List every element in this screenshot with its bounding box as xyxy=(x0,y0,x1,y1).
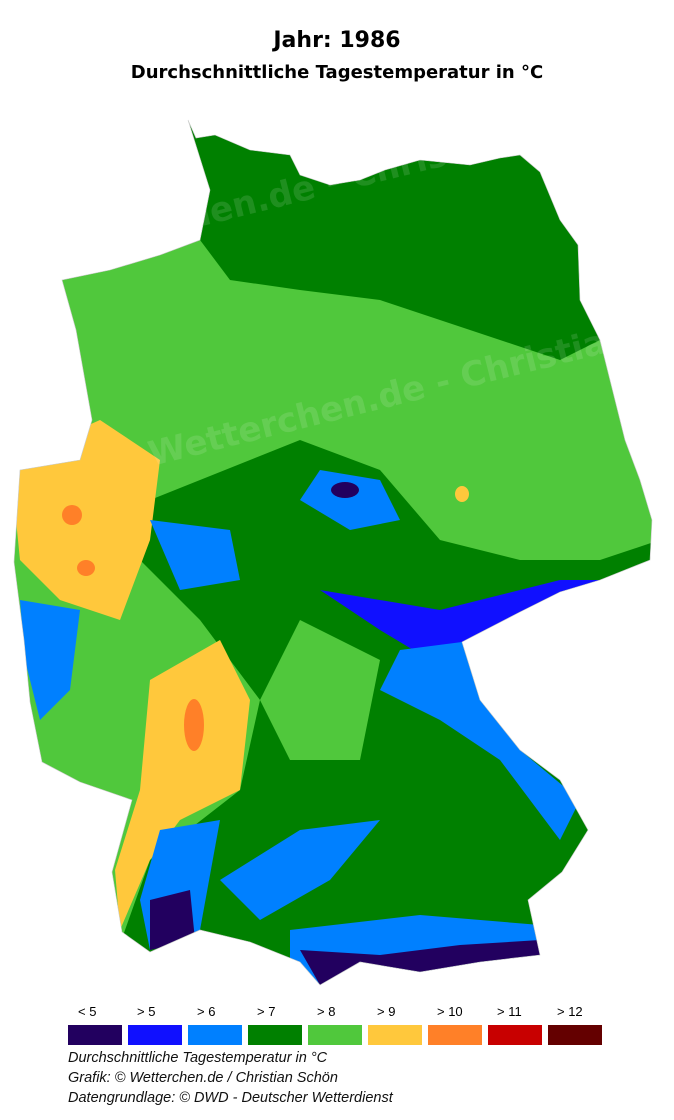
legend-swatch xyxy=(488,1025,542,1045)
legend-label: > 8 xyxy=(317,1004,336,1019)
legend-label: > 9 xyxy=(377,1004,396,1019)
legend-label: > 5 xyxy=(137,1004,156,1019)
footer-caption: Durchschnittliche Tagestemperatur in °C xyxy=(68,1050,328,1066)
region-north-7 xyxy=(180,120,600,360)
region-bavarian-forest-6 xyxy=(380,642,580,840)
region-eifel-6 xyxy=(20,600,80,720)
legend-label: < 5 xyxy=(78,1004,97,1019)
map-title: Jahr: 1986 xyxy=(273,28,401,53)
legend-label: > 6 xyxy=(197,1004,216,1019)
region-10 xyxy=(62,505,82,525)
region-below-5 xyxy=(331,482,359,498)
germany-temperature-map xyxy=(13,119,653,986)
legend-swatch xyxy=(548,1025,602,1045)
region-rhine-9 xyxy=(115,640,250,930)
legend-label: > 12 xyxy=(557,1004,583,1019)
legend-swatch xyxy=(248,1025,302,1045)
region-west-9 xyxy=(14,420,160,620)
legend-swatch xyxy=(188,1025,242,1045)
region-6 xyxy=(150,520,240,590)
region-10 xyxy=(184,699,204,751)
footer-credit: Grafik: © Wetterchen.de / Christian Schö… xyxy=(68,1070,338,1086)
region-9 xyxy=(455,486,469,502)
legend-label: > 7 xyxy=(257,1004,276,1019)
footer-source: Datengrundlage: © DWD - Deutscher Wetter… xyxy=(68,1090,393,1106)
region-erzgebirge-5 xyxy=(320,580,600,660)
legend-label: > 11 xyxy=(497,1004,522,1019)
legend-swatch xyxy=(368,1025,422,1045)
legend-label: > 10 xyxy=(437,1004,463,1019)
map-subtitle: Durchschnittliche Tagestemperatur in °C xyxy=(130,62,544,83)
region-below-5 xyxy=(150,890,195,950)
legend-swatch xyxy=(128,1025,182,1045)
legend-swatch xyxy=(308,1025,362,1045)
region-patch-8 xyxy=(260,620,380,760)
region-swabian-jura-6 xyxy=(220,820,380,920)
region-10 xyxy=(77,560,95,576)
region-harz-6 xyxy=(300,470,400,530)
legend-swatch xyxy=(428,1025,482,1045)
legend-swatch xyxy=(68,1025,122,1045)
